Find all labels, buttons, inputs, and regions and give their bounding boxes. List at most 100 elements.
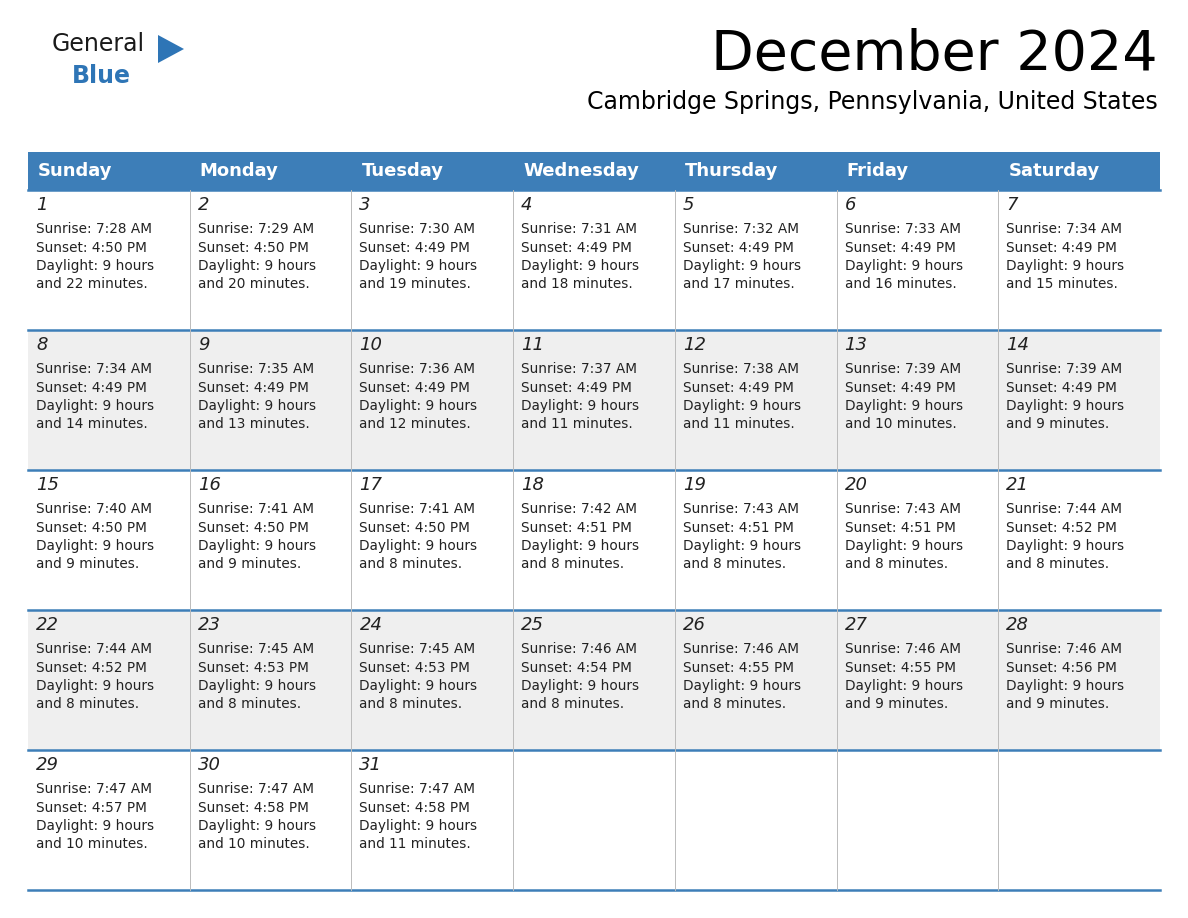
Text: Sunset: 4:49 PM: Sunset: 4:49 PM	[522, 241, 632, 254]
Text: December 2024: December 2024	[712, 28, 1158, 82]
Text: Sunset: 4:51 PM: Sunset: 4:51 PM	[522, 521, 632, 534]
Text: 2: 2	[197, 196, 209, 214]
Text: Sunset: 4:49 PM: Sunset: 4:49 PM	[1006, 241, 1117, 254]
Text: Sunset: 4:50 PM: Sunset: 4:50 PM	[197, 241, 309, 254]
Text: Sunrise: 7:41 AM: Sunrise: 7:41 AM	[360, 502, 475, 516]
Text: 30: 30	[197, 756, 221, 774]
Text: General: General	[52, 32, 145, 56]
Text: Sunset: 4:49 PM: Sunset: 4:49 PM	[360, 241, 470, 254]
Text: Sunset: 4:50 PM: Sunset: 4:50 PM	[36, 241, 147, 254]
Text: Daylight: 9 hours: Daylight: 9 hours	[36, 259, 154, 273]
Text: and 15 minutes.: and 15 minutes.	[1006, 277, 1118, 292]
Text: Sunset: 4:51 PM: Sunset: 4:51 PM	[683, 521, 794, 534]
Text: Daylight: 9 hours: Daylight: 9 hours	[197, 679, 316, 693]
Bar	[29, 610, 1159, 750]
Text: Sunset: 4:50 PM: Sunset: 4:50 PM	[197, 521, 309, 534]
Bar	[29, 470, 1159, 610]
Text: Sunrise: 7:46 AM: Sunrise: 7:46 AM	[683, 642, 798, 656]
Text: and 20 minutes.: and 20 minutes.	[197, 277, 309, 292]
Text: and 11 minutes.: and 11 minutes.	[522, 418, 633, 431]
Text: Sunrise: 7:45 AM: Sunrise: 7:45 AM	[197, 642, 314, 656]
Text: and 8 minutes.: and 8 minutes.	[197, 698, 301, 711]
Text: Sunset: 4:49 PM: Sunset: 4:49 PM	[683, 380, 794, 395]
Text: Daylight: 9 hours: Daylight: 9 hours	[36, 399, 154, 413]
Text: and 8 minutes.: and 8 minutes.	[845, 557, 948, 572]
Text: and 13 minutes.: and 13 minutes.	[197, 418, 309, 431]
Text: and 8 minutes.: and 8 minutes.	[683, 698, 786, 711]
Text: and 8 minutes.: and 8 minutes.	[683, 557, 786, 572]
Text: Sunset: 4:49 PM: Sunset: 4:49 PM	[522, 380, 632, 395]
Text: Daylight: 9 hours: Daylight: 9 hours	[845, 259, 962, 273]
Bar	[29, 190, 1159, 330]
Text: and 11 minutes.: and 11 minutes.	[683, 418, 795, 431]
Text: Sunrise: 7:39 AM: Sunrise: 7:39 AM	[845, 362, 961, 376]
Text: Sunset: 4:51 PM: Sunset: 4:51 PM	[845, 521, 955, 534]
Text: and 16 minutes.: and 16 minutes.	[845, 277, 956, 292]
Text: Monday: Monday	[200, 162, 279, 180]
Text: 13: 13	[845, 336, 867, 354]
Text: 22: 22	[36, 616, 59, 634]
Text: Sunrise: 7:36 AM: Sunrise: 7:36 AM	[360, 362, 475, 376]
Text: Daylight: 9 hours: Daylight: 9 hours	[683, 399, 801, 413]
Text: 28: 28	[1006, 616, 1029, 634]
Text: Daylight: 9 hours: Daylight: 9 hours	[1006, 399, 1124, 413]
Text: Friday: Friday	[847, 162, 909, 180]
Text: Sunset: 4:58 PM: Sunset: 4:58 PM	[197, 800, 309, 814]
Text: Daylight: 9 hours: Daylight: 9 hours	[360, 399, 478, 413]
Text: Daylight: 9 hours: Daylight: 9 hours	[1006, 539, 1124, 553]
Text: and 17 minutes.: and 17 minutes.	[683, 277, 795, 292]
Text: 10: 10	[360, 336, 383, 354]
Text: Daylight: 9 hours: Daylight: 9 hours	[845, 539, 962, 553]
Text: and 9 minutes.: and 9 minutes.	[1006, 418, 1110, 431]
Text: 9: 9	[197, 336, 209, 354]
Text: Sunset: 4:57 PM: Sunset: 4:57 PM	[36, 800, 147, 814]
Text: and 10 minutes.: and 10 minutes.	[197, 837, 309, 852]
Text: Sunrise: 7:34 AM: Sunrise: 7:34 AM	[1006, 222, 1123, 236]
Text: Sunset: 4:49 PM: Sunset: 4:49 PM	[845, 380, 955, 395]
Text: Daylight: 9 hours: Daylight: 9 hours	[683, 539, 801, 553]
Text: and 10 minutes.: and 10 minutes.	[845, 418, 956, 431]
Text: Cambridge Springs, Pennsylvania, United States: Cambridge Springs, Pennsylvania, United …	[587, 90, 1158, 114]
Text: Sunrise: 7:46 AM: Sunrise: 7:46 AM	[522, 642, 637, 656]
Text: Daylight: 9 hours: Daylight: 9 hours	[522, 259, 639, 273]
Text: and 8 minutes.: and 8 minutes.	[36, 698, 139, 711]
Text: Sunrise: 7:28 AM: Sunrise: 7:28 AM	[36, 222, 152, 236]
Text: 18: 18	[522, 476, 544, 494]
Text: 26: 26	[683, 616, 706, 634]
Text: Sunset: 4:54 PM: Sunset: 4:54 PM	[522, 660, 632, 675]
Text: and 14 minutes.: and 14 minutes.	[36, 418, 147, 431]
Text: Sunrise: 7:47 AM: Sunrise: 7:47 AM	[360, 782, 475, 796]
Text: Sunset: 4:55 PM: Sunset: 4:55 PM	[845, 660, 955, 675]
Text: 21: 21	[1006, 476, 1029, 494]
Text: 1: 1	[36, 196, 48, 214]
Text: Sunrise: 7:38 AM: Sunrise: 7:38 AM	[683, 362, 798, 376]
Text: Tuesday: Tuesday	[361, 162, 443, 180]
Text: Daylight: 9 hours: Daylight: 9 hours	[36, 539, 154, 553]
Text: Blue: Blue	[72, 64, 131, 88]
Text: Daylight: 9 hours: Daylight: 9 hours	[522, 539, 639, 553]
Text: Sunset: 4:49 PM: Sunset: 4:49 PM	[683, 241, 794, 254]
Text: Sunset: 4:49 PM: Sunset: 4:49 PM	[1006, 380, 1117, 395]
Text: Daylight: 9 hours: Daylight: 9 hours	[522, 679, 639, 693]
Text: Sunrise: 7:39 AM: Sunrise: 7:39 AM	[1006, 362, 1123, 376]
Bar	[29, 152, 1159, 190]
Bar	[29, 330, 1159, 470]
Text: and 9 minutes.: and 9 minutes.	[197, 557, 301, 572]
Text: and 9 minutes.: and 9 minutes.	[845, 698, 948, 711]
Text: 20: 20	[845, 476, 867, 494]
Text: and 11 minutes.: and 11 minutes.	[360, 837, 472, 852]
Text: Sunrise: 7:43 AM: Sunrise: 7:43 AM	[683, 502, 798, 516]
Text: Sunset: 4:58 PM: Sunset: 4:58 PM	[360, 800, 470, 814]
Text: 3: 3	[360, 196, 371, 214]
Text: and 8 minutes.: and 8 minutes.	[360, 557, 462, 572]
Text: Sunrise: 7:35 AM: Sunrise: 7:35 AM	[197, 362, 314, 376]
Text: Daylight: 9 hours: Daylight: 9 hours	[1006, 679, 1124, 693]
Text: Daylight: 9 hours: Daylight: 9 hours	[845, 399, 962, 413]
Text: Daylight: 9 hours: Daylight: 9 hours	[683, 679, 801, 693]
Text: Sunset: 4:49 PM: Sunset: 4:49 PM	[197, 380, 309, 395]
Text: Wednesday: Wednesday	[523, 162, 639, 180]
Text: 14: 14	[1006, 336, 1029, 354]
Text: 31: 31	[360, 756, 383, 774]
Text: Sunrise: 7:46 AM: Sunrise: 7:46 AM	[845, 642, 961, 656]
Text: Sunset: 4:53 PM: Sunset: 4:53 PM	[360, 660, 470, 675]
